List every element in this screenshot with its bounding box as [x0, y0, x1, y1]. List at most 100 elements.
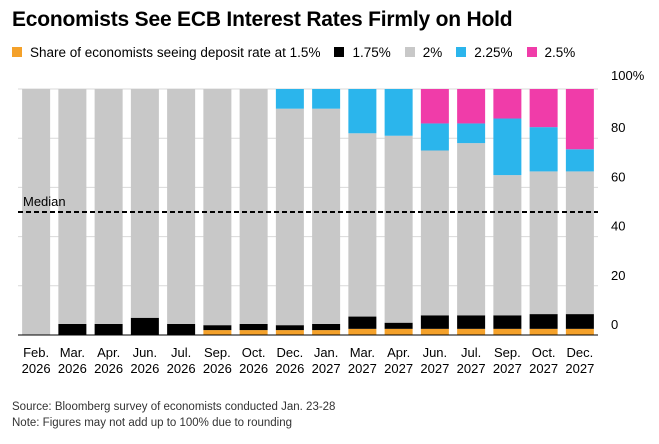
- legend-swatch-1-5: [12, 47, 22, 57]
- bar-segment-1-75pct-15: [565, 314, 594, 329]
- bar-segment-1-75pct-8: [312, 323, 341, 331]
- bar-segment-1-75pct-12: [457, 315, 486, 329]
- legend-swatch-2-5: [526, 47, 537, 57]
- bar-segment-1-5pct-5: [203, 330, 232, 335]
- bar-segment-1-5pct-12: [457, 328, 486, 335]
- x-tick-label-month-8: Jan.: [314, 345, 339, 360]
- bar-segment-1-5pct-11: [420, 328, 449, 335]
- legend-item-2-5: 2.5%: [526, 45, 575, 60]
- x-tick-label-month-7: Dec.: [277, 345, 304, 360]
- bar-segment-2-5pct-15: [565, 89, 594, 150]
- bar-segment-2-5pct-14: [529, 89, 558, 128]
- x-tick-label-month-13: Sep.: [494, 345, 521, 360]
- x-tick-label-year-4: 2026: [167, 361, 196, 376]
- legend-label-2: 2%: [422, 44, 443, 60]
- legend-label-1-5: 1.5%: [289, 44, 321, 60]
- y-tick-label-80: 80: [611, 120, 625, 135]
- legend-item-1-5: Share of economists seeing deposit rate …: [12, 45, 320, 60]
- legend-item-2: 2%: [404, 44, 443, 60]
- bar-segment-2-25pct-14: [529, 127, 558, 172]
- x-tick-label-month-14: Oct.: [532, 345, 556, 360]
- bar-segment-1-75pct-13: [493, 315, 522, 329]
- legend-swatch-2-25: [456, 47, 467, 57]
- bar-segment-2pct-1: [58, 89, 87, 324]
- x-tick-label-year-2: 2026: [94, 361, 123, 376]
- x-tick-label-year-3: 2026: [130, 361, 159, 376]
- bar-segment-1-75pct-9: [348, 316, 377, 329]
- x-tick-label-month-9: Mar.: [350, 345, 375, 360]
- x-tick-label-year-1: 2026: [58, 361, 87, 376]
- legend-label-1-75: 1.75%: [352, 44, 391, 60]
- bar-segment-2-25pct-8: [312, 89, 341, 109]
- bar-segment-2pct-4: [167, 89, 196, 324]
- bar-segment-2pct-14: [529, 171, 558, 315]
- bar-segment-2pct-9: [348, 133, 377, 317]
- bar-segment-2-25pct-11: [420, 123, 449, 151]
- bar-segment-2-25pct-15: [565, 149, 594, 172]
- x-tick-label-year-12: 2027: [457, 361, 486, 376]
- bar-segment-2-25pct-10: [384, 89, 413, 136]
- x-tick-label-year-8: 2027: [312, 361, 341, 376]
- bar-segment-2pct-2: [94, 89, 123, 324]
- bar-segment-2-25pct-13: [493, 118, 522, 176]
- bar-segment-1-5pct-9: [348, 328, 377, 335]
- bar-segment-2pct-13: [493, 175, 522, 316]
- bar-segment-1-75pct-4: [167, 323, 196, 335]
- bar-segment-2pct-12: [457, 143, 486, 316]
- x-tick-label-month-12: Jul.: [461, 345, 481, 360]
- bar-segment-1-5pct-7: [275, 330, 304, 335]
- x-tick-label-month-4: Jul.: [171, 345, 191, 360]
- legend-swatch-2: [404, 47, 415, 57]
- x-tick-label-month-3: Jun.: [133, 345, 158, 360]
- bar-segment-1-5pct-10: [384, 328, 413, 335]
- x-tick-label-year-11: 2027: [420, 361, 449, 376]
- y-tick-label-60: 60: [611, 169, 625, 184]
- legend-item-1-75: 1.75%: [334, 44, 391, 60]
- x-tick-label-month-2: Apr.: [97, 345, 120, 360]
- bar-segment-1-75pct-7: [275, 325, 304, 331]
- chart-title: Economists See ECB Interest Rates Firmly…: [12, 8, 513, 31]
- x-tick-label-year-14: 2027: [529, 361, 558, 376]
- bar-segment-2-25pct-12: [457, 123, 486, 144]
- bar-segment-2pct-15: [565, 171, 594, 315]
- y-tick-label-100: 100%: [611, 68, 645, 83]
- bar-segment-2-5pct-11: [420, 89, 449, 124]
- bar-segment-1-75pct-10: [384, 322, 413, 329]
- median-label: Median: [23, 194, 66, 209]
- bar-segment-1-75pct-2: [94, 323, 123, 335]
- y-tick-label-0: 0: [611, 317, 618, 332]
- x-tick-label-year-13: 2027: [493, 361, 522, 376]
- bar-segment-2-5pct-13: [493, 89, 522, 119]
- x-tick-label-month-10: Apr.: [387, 345, 410, 360]
- x-tick-label-year-5: 2026: [203, 361, 232, 376]
- footer-source: Source: Bloomberg survey of economists c…: [12, 401, 336, 413]
- legend-item-2-25: 2.25%: [456, 44, 513, 60]
- bar-segment-1-5pct-6: [239, 330, 268, 335]
- bar-segment-2pct-5: [203, 89, 232, 326]
- x-tick-label-year-15: 2027: [565, 361, 594, 376]
- bar-segment-2pct-10: [384, 135, 413, 323]
- x-tick-label-month-11: Jun.: [423, 345, 448, 360]
- bar-segment-2pct-7: [275, 108, 304, 326]
- bar-segment-1-5pct-15: [565, 328, 594, 335]
- bar-segment-2-5pct-12: [457, 89, 486, 124]
- legend-prefix: Share of economists seeing deposit rate …: [30, 44, 286, 60]
- x-tick-label-month-5: Sep.: [204, 345, 231, 360]
- x-tick-label-year-0: 2026: [22, 361, 51, 376]
- bar-segment-1-75pct-6: [239, 323, 268, 331]
- y-tick-label-40: 40: [611, 219, 625, 234]
- x-tick-label-month-0: Feb.: [23, 345, 49, 360]
- bar-segment-2-25pct-7: [275, 89, 304, 109]
- y-tick-label-20: 20: [611, 268, 625, 283]
- legend-swatch-1-75: [334, 47, 345, 57]
- bar-segment-1-5pct-14: [529, 328, 558, 335]
- bar-segment-2pct-11: [420, 150, 449, 316]
- legend-label-2-25: 2.25%: [474, 44, 513, 60]
- bar-segment-2pct-6: [239, 89, 268, 324]
- bar-segment-1-5pct-8: [312, 330, 341, 335]
- bar-segment-1-75pct-5: [203, 325, 232, 331]
- bar-segment-1-75pct-14: [529, 314, 558, 329]
- bar-segment-1-5pct-13: [493, 328, 522, 335]
